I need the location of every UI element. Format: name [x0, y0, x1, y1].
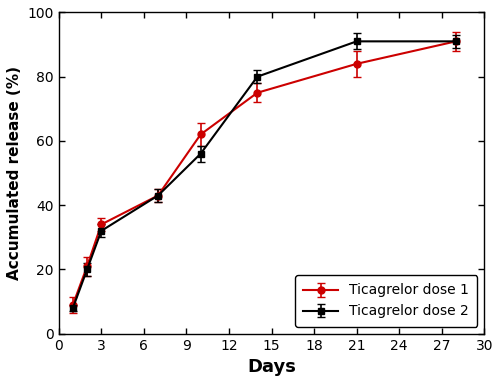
Legend: Ticagrelor dose 1, Ticagrelor dose 2: Ticagrelor dose 1, Ticagrelor dose 2 — [295, 275, 478, 327]
Y-axis label: Accumulated release (%): Accumulated release (%) — [7, 66, 22, 280]
X-axis label: Days: Days — [247, 358, 296, 376]
